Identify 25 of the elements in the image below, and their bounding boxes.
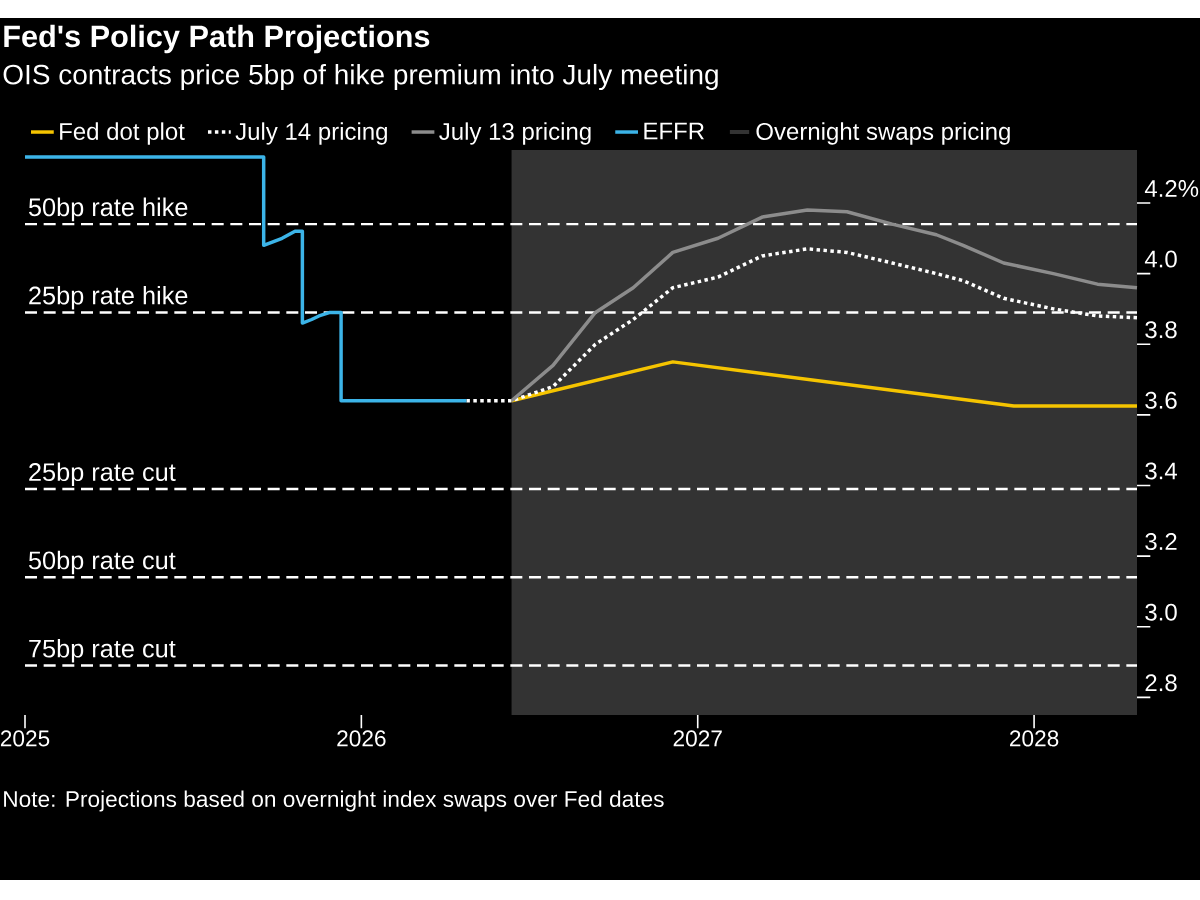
y-tick-label: 3.6 bbox=[1145, 391, 1177, 409]
x-tick-label: 2028 bbox=[1010, 730, 1059, 747]
text: Note: Projections based on overnight index swaps over Fed dates bbox=[4, 790, 664, 812]
y-tick-label: 3.2 bbox=[1145, 533, 1177, 551]
legend-label: July 14 pricing bbox=[235, 122, 387, 145]
chart-subtitle: OIS contracts price 5bp of hike premium into July meeting bbox=[3, 63, 718, 91]
legend-label: EFFR bbox=[644, 122, 704, 140]
ref-line-label: 75bp rate cut bbox=[29, 639, 176, 663]
y-tick-label: 3.8 bbox=[1145, 321, 1177, 339]
ref-line-label: 25bp rate cut bbox=[29, 462, 176, 487]
legend-label: July 13 pricing bbox=[439, 122, 591, 145]
ref-line-label: 25bp rate hike bbox=[29, 285, 188, 310]
chart-title: Fed's Policy Path Projections bbox=[4, 24, 430, 54]
ref-line-label: 50bp rate cut bbox=[28, 550, 176, 575]
ref-line-label: 50bp rate hike bbox=[28, 197, 188, 222]
y-tick-label: 2.8 bbox=[1145, 674, 1177, 692]
y-tick-label: 3.0 bbox=[1145, 603, 1177, 621]
x-tick-label: 2025 bbox=[0, 730, 50, 747]
y-tick-label: 3.4 bbox=[1145, 462, 1178, 480]
legend-label: Fed dot plot bbox=[60, 122, 185, 145]
y-tick-label: 4.0 bbox=[1144, 250, 1177, 268]
band-label: Overnight swaps pricing bbox=[756, 122, 1010, 145]
x-tick-label: 2026 bbox=[337, 730, 386, 747]
x-tick-label: 2027 bbox=[673, 730, 722, 747]
y-tick-label: 4.2% bbox=[1144, 180, 1199, 197]
